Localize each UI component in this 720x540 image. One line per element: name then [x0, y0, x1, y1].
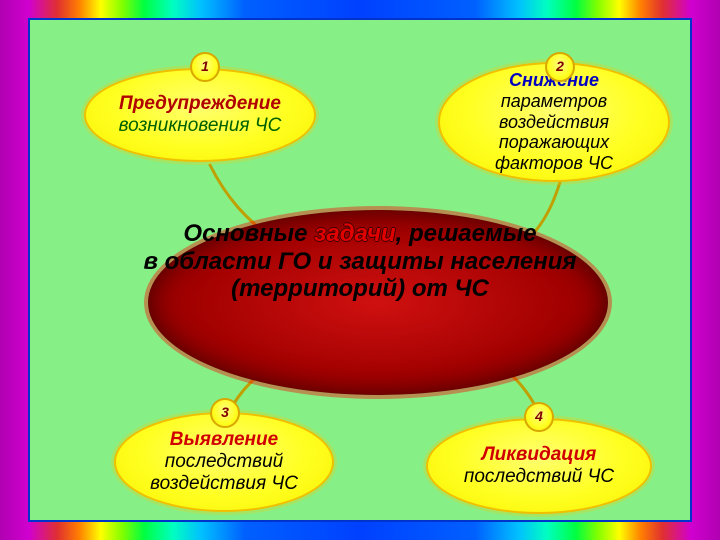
- center-keyword: задачи: [314, 220, 396, 247]
- task-node-sub: последствий воздействия ЧС: [150, 451, 298, 494]
- node-number-badge: 2: [545, 52, 575, 82]
- task-node-text: Предупреждениевозникновения ЧС: [119, 93, 282, 137]
- task-node-4: Ликвидацияпоследствий ЧС: [426, 418, 652, 514]
- center-line2: в области ГО и защиты населения: [143, 248, 576, 275]
- center-line1-suffix: , решаемые: [396, 220, 537, 247]
- task-node-text: Ликвидацияпоследствий ЧС: [464, 444, 614, 488]
- task-node-sub: возникновения ЧС: [119, 115, 282, 136]
- node-number-badge: 3: [210, 398, 240, 428]
- center-title: Основные задачи, решаемые в области ГО и…: [30, 220, 690, 303]
- center-line1-prefix: Основные: [183, 220, 314, 247]
- task-node-title: Выявление: [170, 429, 278, 450]
- task-node-1: Предупреждениевозникновения ЧС: [84, 68, 316, 162]
- task-node-sub: последствий ЧС: [464, 466, 614, 487]
- task-node-title: Ликвидация: [482, 444, 597, 465]
- diagram-panel: Основные задачи, решаемые в области ГО и…: [28, 18, 692, 522]
- task-node-title: Предупреждение: [119, 93, 281, 114]
- task-node-sub: параметров воздействия поражающих фактор…: [495, 91, 613, 173]
- task-node-text: Снижениепараметров воздействия поражающи…: [462, 70, 646, 173]
- center-line3: (территорий) от ЧС: [231, 275, 489, 302]
- node-number-badge: 1: [190, 52, 220, 82]
- task-node-text: Выявлениепоследствий воздействия ЧС: [138, 429, 310, 495]
- node-number-badge: 4: [524, 402, 554, 432]
